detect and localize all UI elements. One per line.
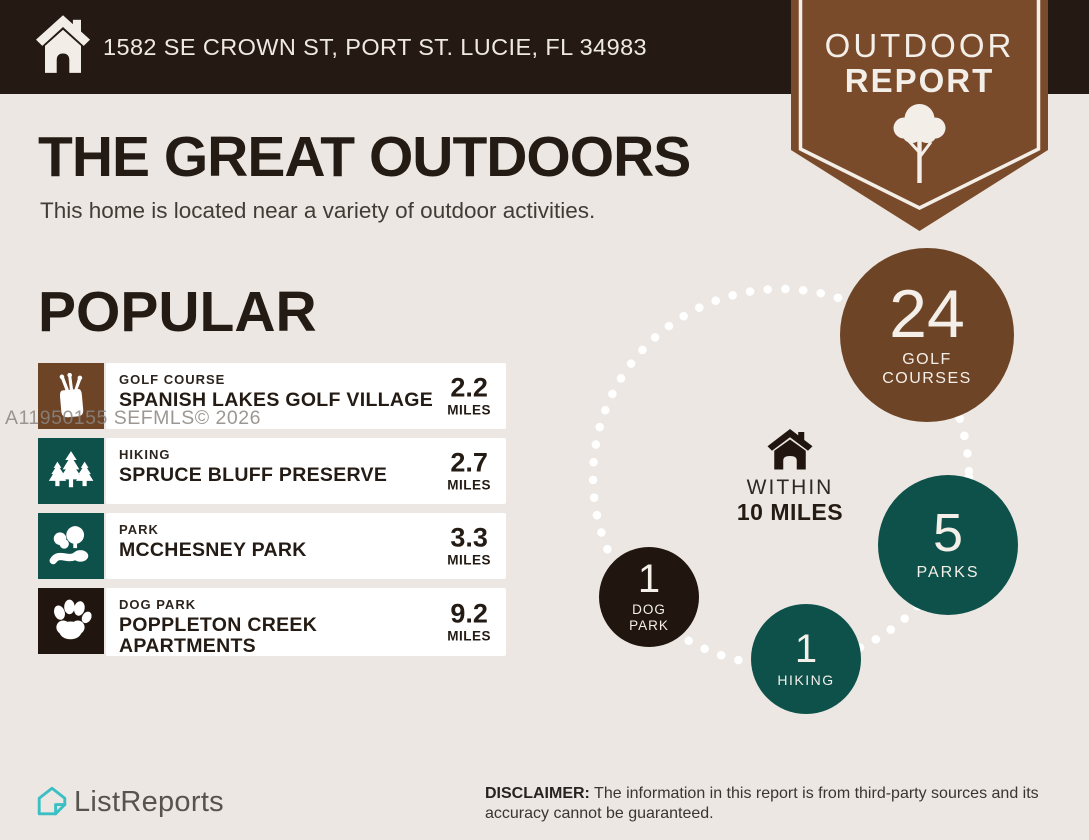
bubble-label: DOG PARK (629, 601, 669, 633)
hiking-bubble: 1 HIKING (751, 604, 861, 714)
within-label: WITHIN (746, 476, 834, 499)
bubble-count: 1 (637, 556, 661, 601)
distance-value: 3.3 (450, 522, 488, 553)
item-distance: 9.2 MILES (447, 598, 491, 644)
bubble-label: HIKING (777, 671, 835, 688)
list-item-card: HIKING SPRUCE BLUFF PRESERVE 2.7 MILES (106, 438, 506, 504)
list-item: GOLF COURSE SPANISH LAKES GOLF VILLAGE 2… (38, 363, 506, 429)
list-item: DOG PARK POPPLETON CREEK APARTMENTS 9.2 … (38, 588, 506, 658)
pine-trees-icon (38, 438, 104, 504)
disclaimer-label: DISCLAIMER: (485, 785, 590, 802)
bubble-label: PARKS (916, 564, 980, 582)
distance-unit: MILES (447, 402, 491, 418)
item-distance: 3.3 MILES (447, 522, 491, 568)
house-icon (767, 429, 813, 470)
list-item: HIKING SPRUCE BLUFF PRESERVE 2.7 MILES (38, 438, 506, 504)
disclaimer: DISCLAIMER: The information in this repo… (485, 784, 1067, 825)
item-name: SPRUCE BLUFF PRESERVE (119, 464, 388, 486)
golf-bag-icon (38, 363, 104, 429)
item-category: DOG PARK (119, 597, 197, 612)
disclaimer-text: The information in this report is from t… (485, 785, 1039, 823)
item-distance: 2.7 MILES (447, 447, 491, 493)
dog-park-bubble: 1 DOG PARK (599, 547, 699, 647)
distance-value: 9.2 (450, 598, 488, 629)
listreports-logo-icon (37, 786, 67, 816)
within-distance: 10 MILES (736, 499, 844, 525)
item-category: HIKING (119, 447, 171, 462)
popular-heading: POPULAR (38, 280, 317, 344)
distance-value: 2.2 (450, 372, 488, 403)
ribbon-shape (791, 0, 1048, 231)
outdoor-report-badge: OUTDOOR REPORT (791, 0, 1048, 234)
bubble-count: 1 (794, 626, 818, 671)
list-item-card: PARK MCCHESNEY PARK 3.3 MILES (106, 513, 506, 579)
property-address: 1582 SE CROWN ST, PORT ST. LUCIE, FL 349… (103, 34, 648, 60)
bubble-count: 24 (889, 275, 965, 352)
mls-watermark: A11950155 SEFMLS© 2026 (5, 407, 261, 429)
distance-value: 2.7 (450, 447, 488, 478)
distance-unit: MILES (447, 628, 491, 644)
item-name: MCCHESNEY PARK (119, 539, 307, 561)
golf-courses-bubble: 24 GOLF COURSES (840, 248, 1014, 422)
page-subtitle: This home is located near a variety of o… (40, 198, 596, 223)
distance-unit: MILES (447, 552, 491, 568)
bubble-label: GOLF COURSES (882, 351, 972, 388)
item-category: PARK (119, 522, 159, 537)
page-title: THE GREAT OUTDOORS (38, 125, 691, 189)
badge-line1: OUTDOOR (824, 27, 1015, 64)
parks-bubble: 5 PARKS (878, 475, 1018, 615)
item-name: SPANISH LAKES GOLF VILLAGE (119, 389, 434, 411)
distance-unit: MILES (447, 477, 491, 493)
park-trees-path-icon (38, 513, 104, 579)
tree-icon (893, 104, 946, 183)
item-distance: 2.2 MILES (447, 372, 491, 418)
list-item-card: DOG PARK POPPLETON CREEK APARTMENTS 9.2 … (106, 588, 506, 658)
item-category: GOLF COURSE (119, 372, 226, 387)
listreports-wordmark: ListReports (74, 786, 224, 818)
list-item-card: GOLF COURSE SPANISH LAKES GOLF VILLAGE 2… (106, 363, 506, 429)
home-icon (36, 15, 90, 73)
list-item: PARK MCCHESNEY PARK 3.3 MILES (38, 513, 506, 579)
paw-icon (38, 588, 104, 654)
badge-line2: REPORT (844, 62, 995, 99)
item-name: POPPLETON CREEK APARTMENTS (119, 614, 318, 658)
bubble-count: 5 (932, 502, 964, 563)
